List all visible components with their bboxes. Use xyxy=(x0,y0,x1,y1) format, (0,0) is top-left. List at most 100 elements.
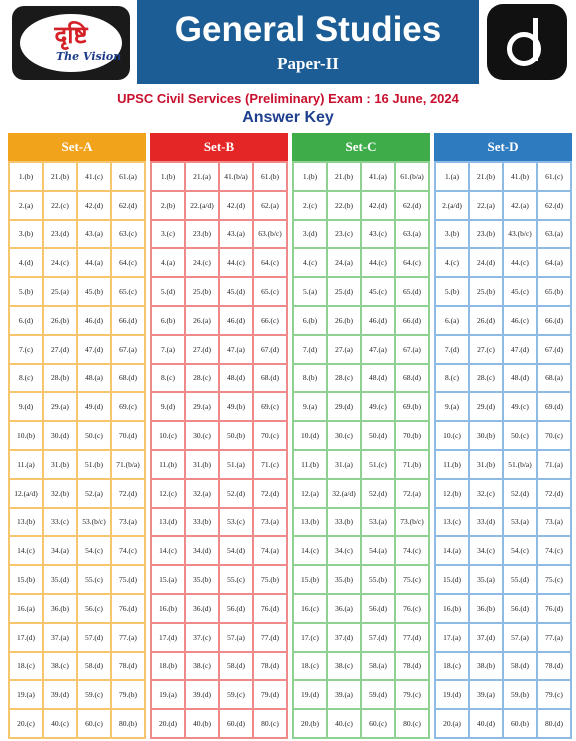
set-d-answers: 1.(a) 21.(b) 41.(b) 61.(c) 2.(a/d) 22.(a) 42.(… xyxy=(434,161,572,739)
answer-cell: 3.(b) xyxy=(10,220,42,248)
answer-cell: 18.(c) xyxy=(294,652,326,680)
answer-cell: 78.(d) xyxy=(254,652,286,680)
answer-cell: 31.(b) xyxy=(44,450,76,478)
answer-cell: 17.(d) xyxy=(152,623,184,651)
answer-cell: 34.(c) xyxy=(470,537,502,565)
answer-cell: 27.(c) xyxy=(470,335,502,363)
answer-cell: 25.(a) xyxy=(44,278,76,305)
answer-cell: 32.(b) xyxy=(44,479,76,507)
answer-cell: 41.(c) xyxy=(78,163,110,190)
paper-label: Paper-II xyxy=(277,54,339,73)
answer-cell: 6.(a) xyxy=(436,306,468,334)
table-row: 10.(c) 30.(b) 50.(c) 70.(c) xyxy=(435,421,571,450)
answer-cell: 33.(c) xyxy=(44,508,76,536)
answer-cell: 49.(d) xyxy=(78,393,110,421)
answer-cell: 35.(b) xyxy=(186,566,218,593)
answer-cell: 64.(c) xyxy=(112,249,144,277)
answer-cell: 45.(d) xyxy=(220,278,252,305)
answer-cell: 48.(a) xyxy=(78,364,110,392)
table-row: 9.(d) 29.(a) 49.(d) 69.(c) xyxy=(9,392,145,421)
answer-cell: 51.(b) xyxy=(78,450,110,478)
answer-cell: 42.(d) xyxy=(78,191,110,219)
table-row: 18.(c) 38.(c) 58.(a) 78.(d) xyxy=(293,652,429,681)
table-row: 13.(b) 33.(b) 53.(a) 73.(b/c) xyxy=(293,508,429,537)
answer-cell: 66.(d) xyxy=(396,306,428,334)
answer-cell: 77.(a) xyxy=(538,623,570,651)
answer-cell: 26.(b) xyxy=(328,306,360,334)
answer-cell: 72.(d) xyxy=(538,479,570,507)
answer-cell: 23.(d) xyxy=(44,220,76,248)
answer-cell: 10.(c) xyxy=(436,422,468,449)
answer-cell: 56.(d) xyxy=(504,594,536,622)
answer-cell: 46.(c) xyxy=(504,306,536,334)
answer-cell: 44.(a) xyxy=(78,249,110,277)
answer-cell: 25.(b) xyxy=(470,278,502,305)
table-row: 18.(c) 38.(b) 58.(d) 78.(d) xyxy=(435,652,571,681)
answer-cell: 74.(c) xyxy=(396,537,428,565)
answer-cell: 13.(c) xyxy=(436,508,468,536)
answer-cell: 19.(a) xyxy=(152,681,184,709)
answer-cell: 27.(a) xyxy=(328,335,360,363)
table-row: 11.(a) 31.(b) 51.(b) 71.(b/a) xyxy=(9,450,145,479)
table-row: 7.(d) 27.(c) 47.(d) 67.(d) xyxy=(435,335,571,364)
answer-cell: 56.(d) xyxy=(220,594,252,622)
answer-cell: 44.(c) xyxy=(362,249,394,277)
table-row: 6.(b) 26.(a) 46.(d) 66.(c) xyxy=(151,306,287,335)
answer-cell: 53.(b/c) xyxy=(78,508,110,536)
answer-cell: 21.(b) xyxy=(44,163,76,190)
answer-cell: 3.(d) xyxy=(294,220,326,248)
answer-cell: 71.(a) xyxy=(538,450,570,478)
answer-cell: 5.(a) xyxy=(294,278,326,305)
answer-cell: 15.(b) xyxy=(294,566,326,593)
table-row: 11.(b) 31.(b) 51.(b/a) 71.(a) xyxy=(435,450,571,479)
table-row: 4.(d) 24.(c) 44.(a) 64.(c) xyxy=(9,248,145,277)
answer-cell: 9.(d) xyxy=(152,393,184,421)
answer-cell: 30.(b) xyxy=(470,422,502,449)
table-row: 6.(d) 26.(b) 46.(d) 66.(d) xyxy=(9,306,145,335)
answer-cell: 30.(c) xyxy=(186,422,218,449)
answer-cell: 41.(b/a) xyxy=(220,163,252,190)
answer-cell: 16.(c) xyxy=(294,594,326,622)
answer-cell: 79.(c) xyxy=(396,681,428,709)
answer-cell: 14.(c) xyxy=(152,537,184,565)
answer-cell: 44.(c) xyxy=(220,249,252,277)
table-row: 19.(d) 39.(a) 59.(d) 79.(c) xyxy=(293,680,429,709)
answer-cell: 51.(a) xyxy=(220,450,252,478)
answer-cell: 63.(b/c) xyxy=(254,220,286,248)
table-row: 20.(b) 40.(c) 60.(c) 80.(c) xyxy=(293,709,429,738)
answer-cell: 26.(a) xyxy=(186,306,218,334)
answer-cell: 16.(a) xyxy=(10,594,42,622)
answer-key-grid: Set-A 1.(b) 21.(b) 41.(c) 61.(a) 2.(a) 22.(c)… xyxy=(8,133,572,739)
table-row: 10.(d) 30.(c) 50.(d) 70.(b) xyxy=(293,421,429,450)
table-row: 4.(a) 24.(c) 44.(c) 64.(c) xyxy=(151,248,287,277)
answer-cell: 1.(b) xyxy=(152,163,184,190)
table-row: 2.(a/d) 22.(a) 42.(a) 62.(d) xyxy=(435,191,571,220)
answer-cell: 78.(d) xyxy=(112,652,144,680)
answer-cell: 38.(c) xyxy=(328,652,360,680)
answer-cell: 51.(c) xyxy=(362,450,394,478)
set-d-header: Set-D xyxy=(434,133,572,161)
answer-cell: 12.(c) xyxy=(152,479,184,507)
answer-cell: 43.(a) xyxy=(78,220,110,248)
table-row: 14.(c) 34.(d) 54.(d) 74.(a) xyxy=(151,536,287,565)
table-row: 16.(c) 36.(a) 56.(d) 76.(c) xyxy=(293,594,429,623)
table-row: 18.(b) 38.(c) 58.(d) 78.(d) xyxy=(151,652,287,681)
answer-cell: 18.(c) xyxy=(436,652,468,680)
table-row: 2.(c) 22.(b) 42.(d) 62.(d) xyxy=(293,191,429,220)
answer-cell: 17.(c) xyxy=(294,623,326,651)
answer-cell: 48.(d) xyxy=(362,364,394,392)
answer-cell: 4.(d) xyxy=(10,249,42,277)
answer-cell: 40.(d) xyxy=(470,710,502,737)
set-b-header: Set-B xyxy=(150,133,288,161)
answer-cell: 21.(b) xyxy=(328,163,360,190)
answer-cell: 43.(b/c) xyxy=(504,220,536,248)
app-icon-stem xyxy=(533,18,538,61)
set-a-header: Set-A xyxy=(8,133,146,161)
answer-cell: 37.(d) xyxy=(328,623,360,651)
answer-cell: 71.(c) xyxy=(254,450,286,478)
table-row: 11.(b) 31.(b) 51.(a) 71.(c) xyxy=(151,450,287,479)
answer-cell: 34.(d) xyxy=(186,537,218,565)
answer-cell: 60.(d) xyxy=(220,710,252,737)
answer-cell: 70.(d) xyxy=(112,422,144,449)
answer-cell: 31.(a) xyxy=(328,450,360,478)
